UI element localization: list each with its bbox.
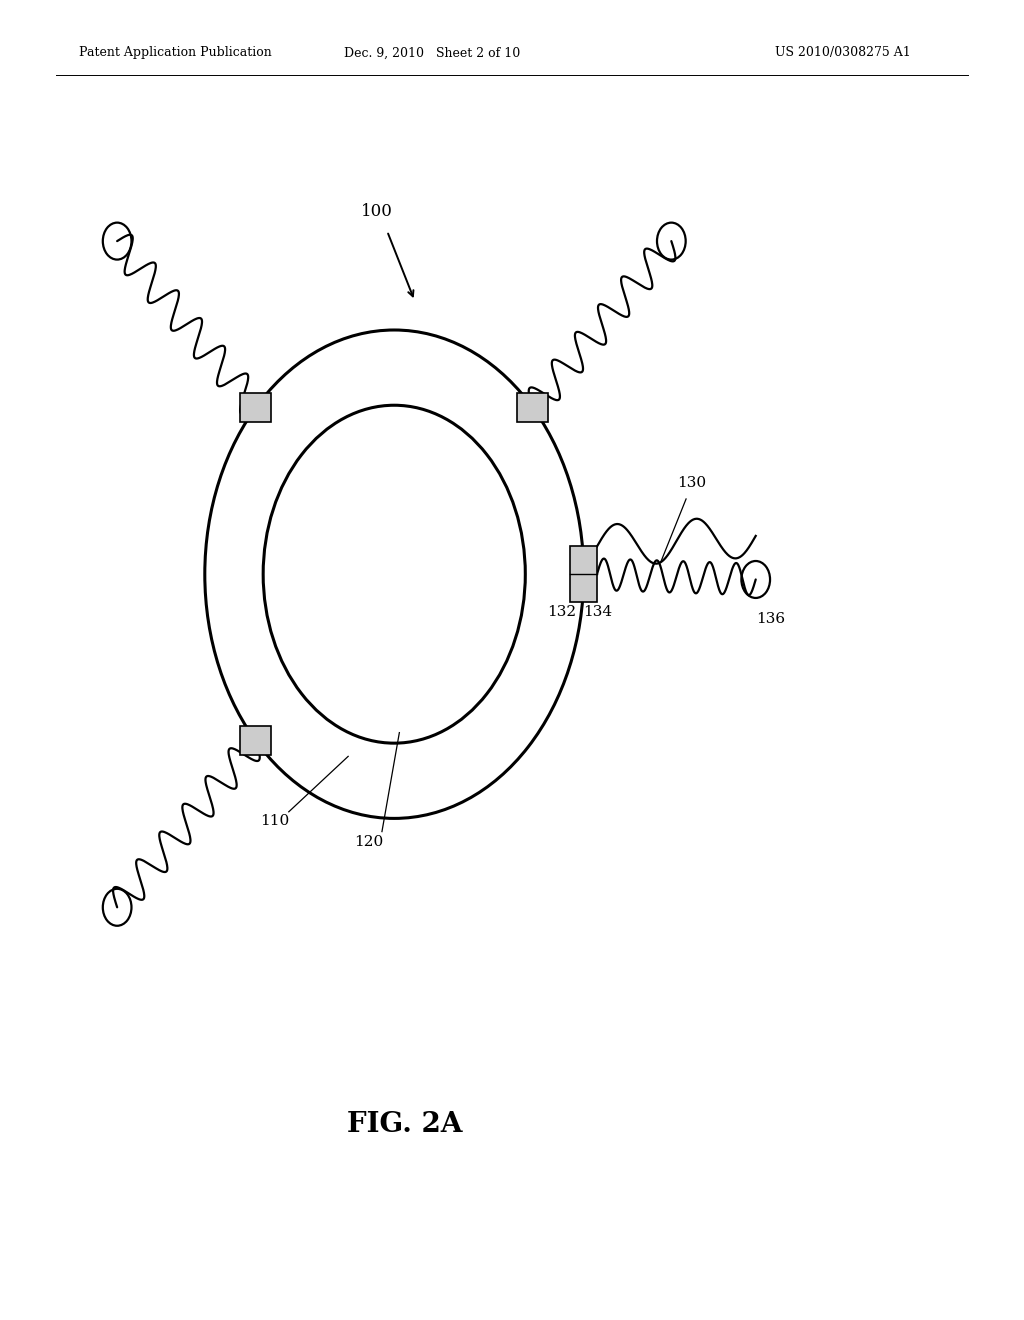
Bar <box>517 393 548 422</box>
Text: Dec. 9, 2010   Sheet 2 of 10: Dec. 9, 2010 Sheet 2 of 10 <box>344 46 520 59</box>
Text: 100: 100 <box>360 203 393 219</box>
Bar <box>570 546 597 602</box>
Text: 134: 134 <box>584 605 612 619</box>
Text: 132: 132 <box>548 605 577 619</box>
Text: 130: 130 <box>677 477 706 490</box>
Text: 120: 120 <box>354 836 383 849</box>
Text: 136: 136 <box>757 612 785 626</box>
Bar <box>241 726 271 755</box>
Text: US 2010/0308275 A1: US 2010/0308275 A1 <box>775 46 911 59</box>
Text: 110: 110 <box>260 814 289 828</box>
Text: FIG. 2A: FIG. 2A <box>347 1111 462 1138</box>
Text: Patent Application Publication: Patent Application Publication <box>79 46 271 59</box>
Bar <box>241 393 271 422</box>
